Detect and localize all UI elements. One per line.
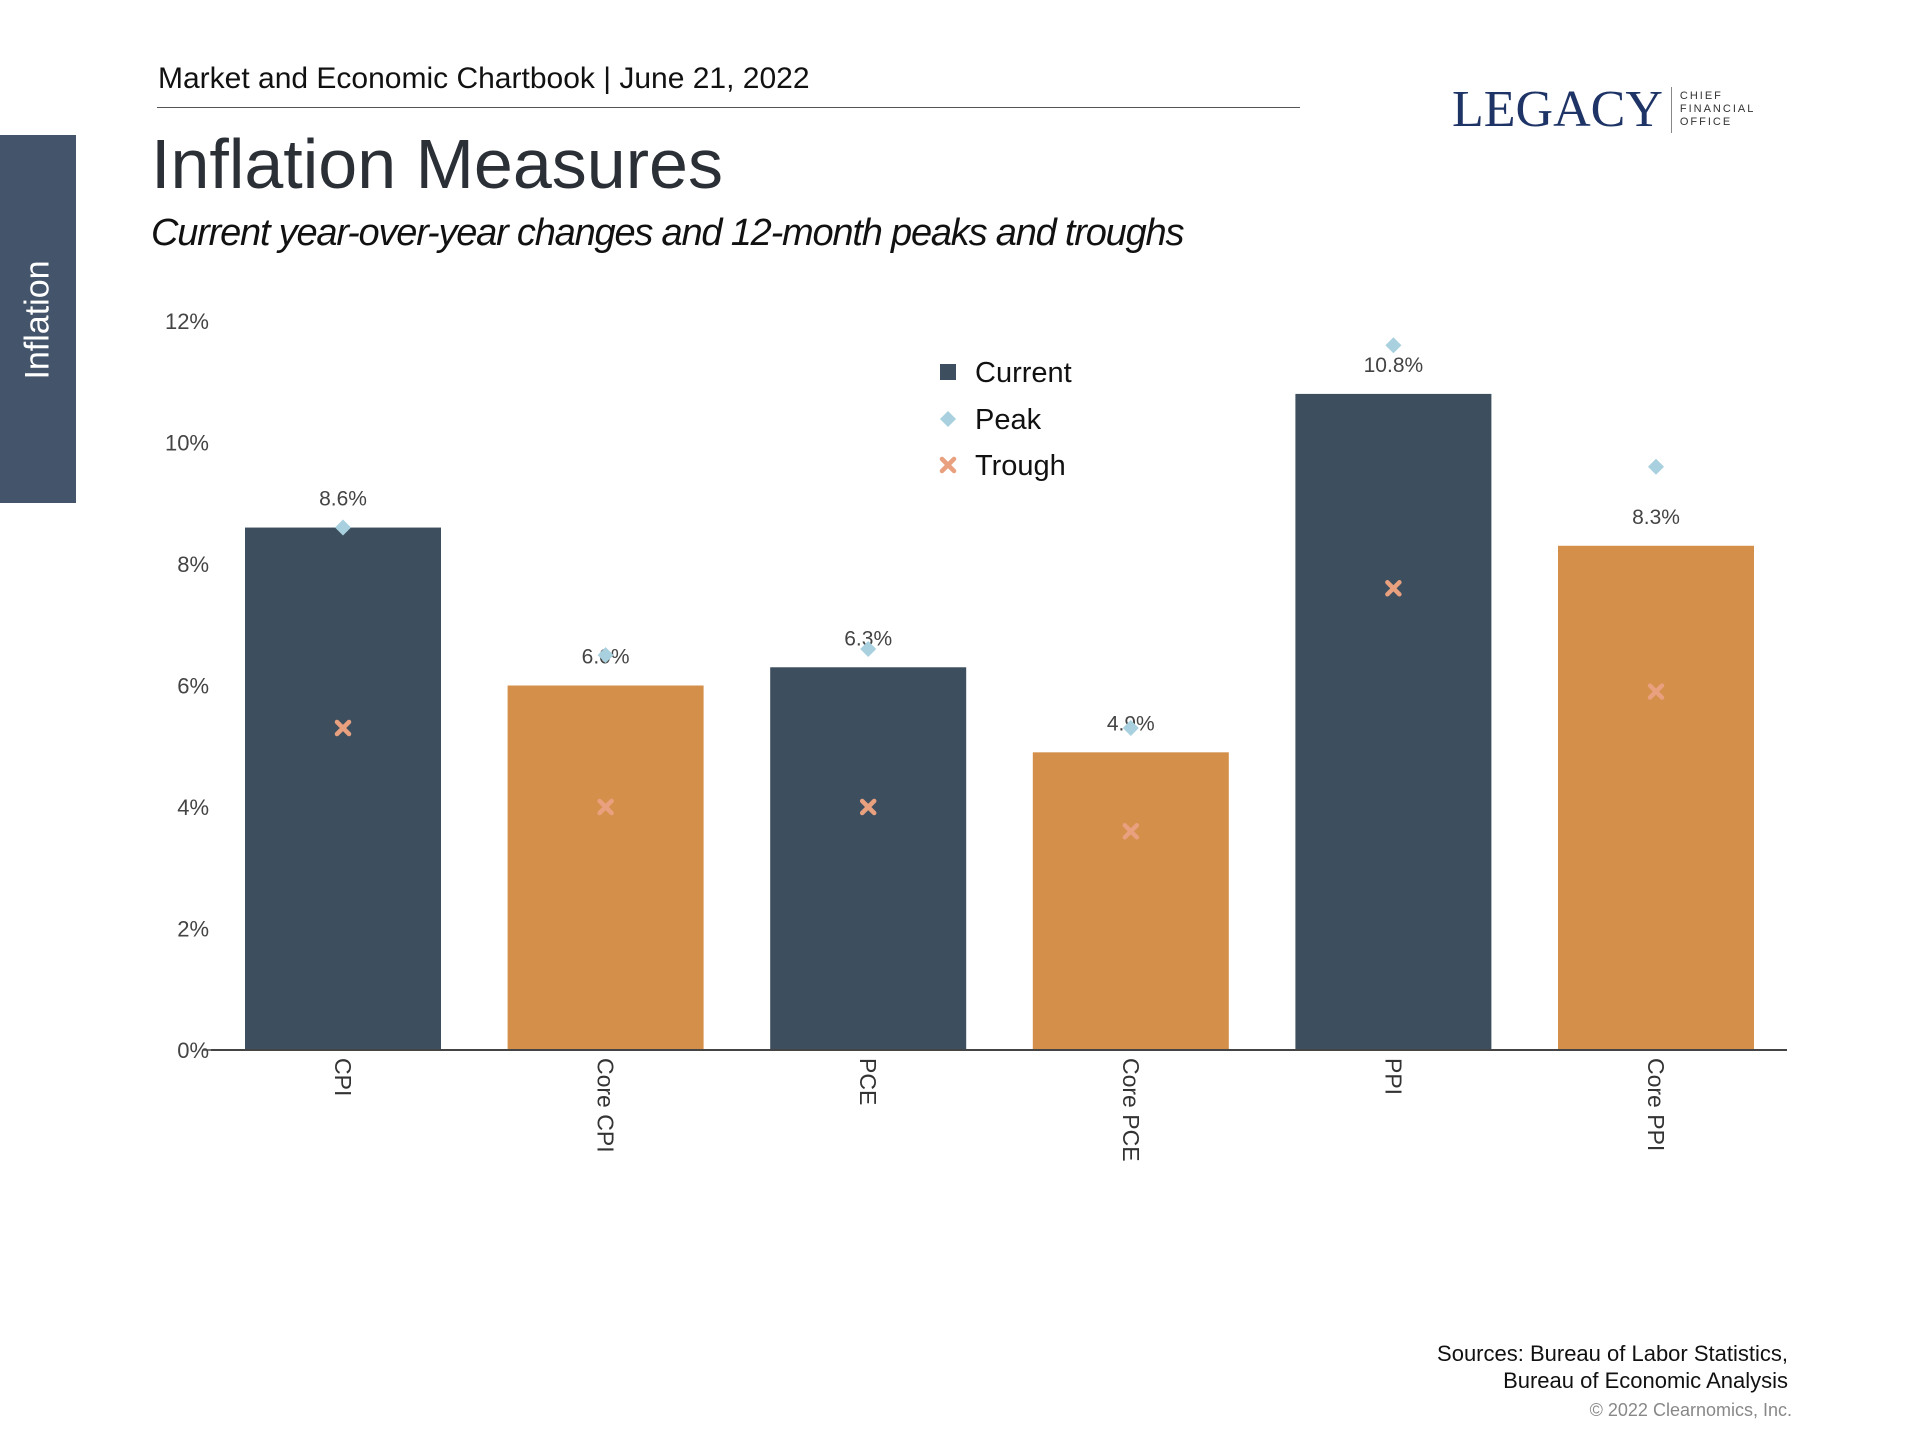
trough-marker bbox=[597, 798, 614, 816]
peak-marker bbox=[335, 519, 351, 536]
logo-wordmark: LEGACY bbox=[1452, 81, 1663, 138]
y-tick-label: 2% bbox=[177, 917, 209, 942]
peak-marker bbox=[1122, 720, 1139, 737]
data-label: 6.3% bbox=[844, 627, 892, 650]
chartbook-header: Market and Economic Chartbook | June 21,… bbox=[158, 62, 810, 95]
bar-core-ppi bbox=[1558, 545, 1754, 1050]
y-tick-label: 10% bbox=[165, 431, 209, 456]
legend-current-swatch bbox=[940, 364, 956, 380]
sources-note: Sources: Bureau of Labor Statistics, Bur… bbox=[1437, 1340, 1788, 1394]
y-tick-label: 8% bbox=[177, 552, 209, 577]
legend-peak-swatch bbox=[940, 411, 956, 427]
header-divider bbox=[157, 107, 1300, 108]
bar-ppi bbox=[1295, 393, 1492, 1050]
peak-marker bbox=[597, 647, 614, 664]
legend-trough-swatch bbox=[939, 456, 957, 474]
data-label: 8.6% bbox=[319, 488, 367, 511]
trough-marker bbox=[859, 798, 877, 816]
legend-label: Peak bbox=[975, 404, 1042, 436]
data-label: 8.3% bbox=[1632, 506, 1680, 529]
legacy-logo: LEGACY CHIEF FINANCIAL OFFICE bbox=[1452, 80, 1755, 139]
y-tick-label: 6% bbox=[177, 674, 209, 699]
trough-marker bbox=[1122, 823, 1140, 840]
peak-marker bbox=[1648, 458, 1664, 475]
logo-subtitle: CHIEF FINANCIAL OFFICE bbox=[1680, 90, 1755, 129]
logo-sub-line: FINANCIAL bbox=[1679, 103, 1756, 115]
bar-pce bbox=[770, 667, 967, 1050]
data-label: 10.8% bbox=[1364, 354, 1424, 377]
logo-sub-line: CHIEF bbox=[1679, 90, 1723, 102]
logo-sub-line: OFFICE bbox=[1679, 116, 1733, 128]
trough-marker bbox=[1647, 683, 1665, 700]
y-tick-label: 12% bbox=[165, 309, 209, 334]
section-tab bbox=[0, 135, 76, 503]
bar-cpi bbox=[245, 527, 441, 1050]
sources-line: Sources: Bureau of Labor Statistics, bbox=[1437, 1341, 1788, 1366]
y-tick-label: 4% bbox=[177, 795, 209, 820]
x-tick-label: Core CPI bbox=[593, 1058, 619, 1153]
x-tick-label: PPI bbox=[1380, 1058, 1406, 1095]
peak-marker bbox=[1385, 337, 1402, 354]
copyright: © 2022 Clearnomics, Inc. bbox=[1589, 1400, 1792, 1420]
peak-marker bbox=[860, 641, 877, 658]
page-subtitle: Current year-over-year changes and 12-mo… bbox=[151, 212, 1184, 254]
logo-divider bbox=[1670, 86, 1672, 133]
trough-marker bbox=[1385, 580, 1402, 597]
legend-label: Trough bbox=[975, 450, 1066, 482]
bar-core-cpi bbox=[507, 685, 704, 1050]
bar-core-pce bbox=[1032, 752, 1229, 1050]
page-title: Inflation Measures bbox=[151, 125, 723, 203]
x-tick-label: Core PPI bbox=[1643, 1058, 1669, 1151]
sources-line: Bureau of Economic Analysis bbox=[1503, 1368, 1788, 1393]
x-tick-label: CPI bbox=[330, 1058, 356, 1096]
legend-label: Current bbox=[975, 357, 1072, 389]
x-tick-label: Core PCE bbox=[1118, 1058, 1144, 1162]
trough-marker bbox=[334, 719, 352, 737]
x-tick-label: PCE bbox=[855, 1058, 881, 1105]
